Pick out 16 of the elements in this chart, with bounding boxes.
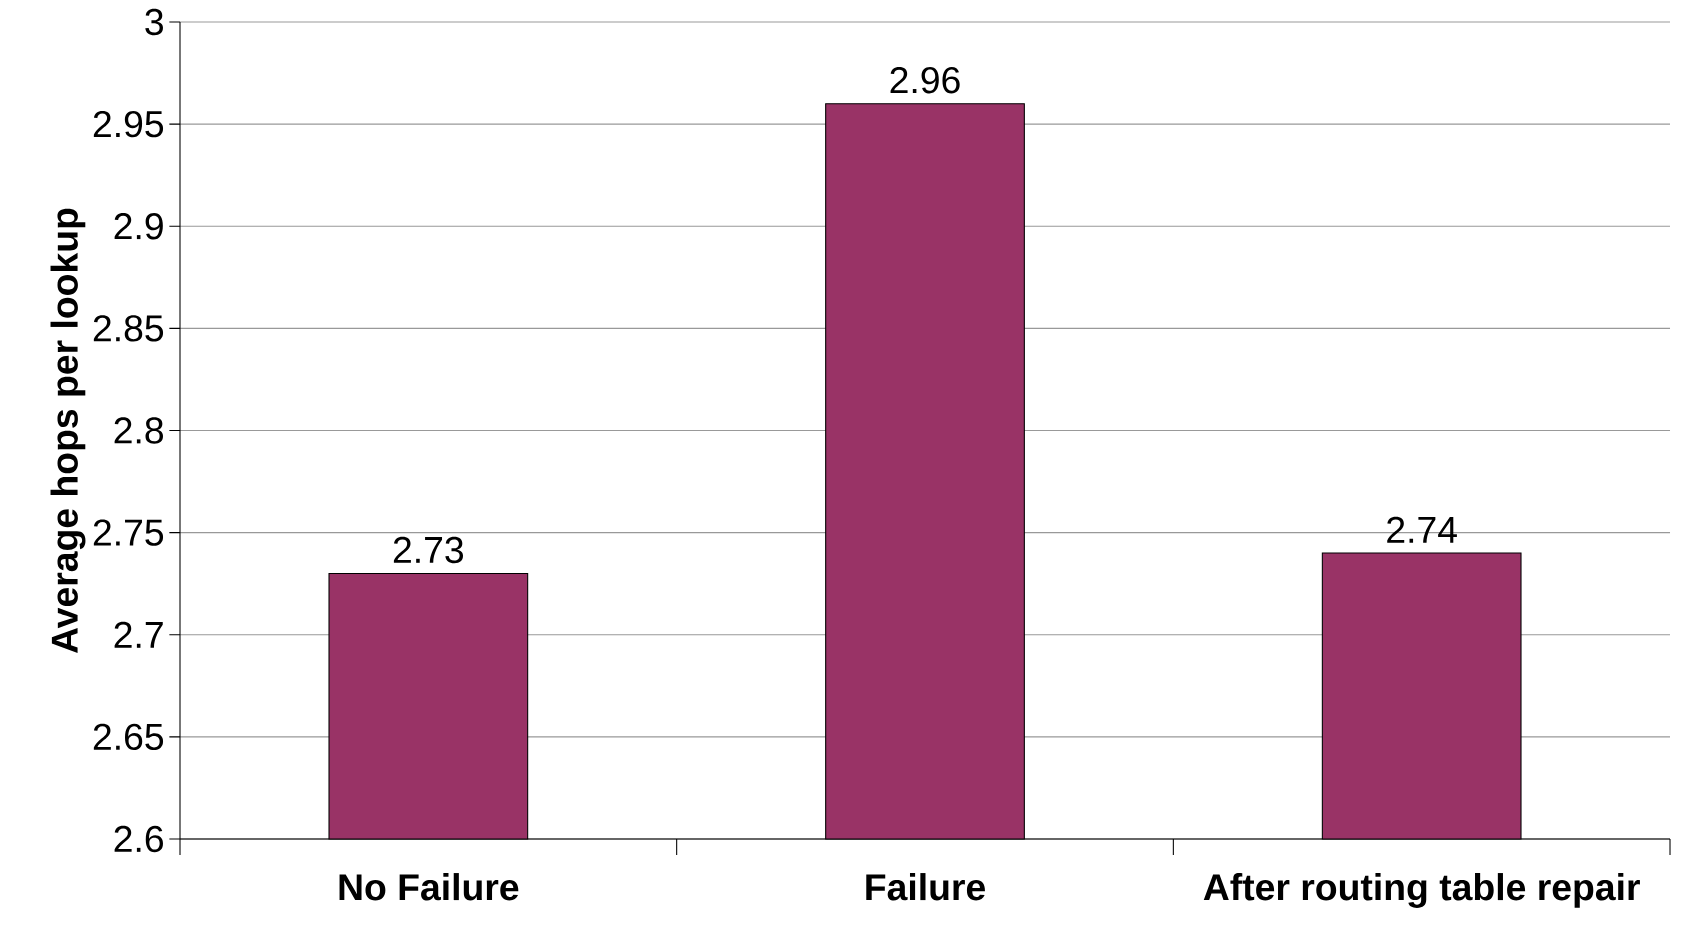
y-tick-label: 2.75 [93,519,164,546]
y-tick-label: 2.8 [114,417,163,444]
data-label: 2.74 [1387,516,1457,543]
y-axis-title: Average hops per lookup [50,208,86,653]
y-tick-label: 2.65 [93,723,164,751]
x-tick-label: Failure [866,873,985,901]
y-tick-label: 2.85 [93,315,164,342]
y-tick-label: 2.9 [114,213,163,240]
x-tick-label: No Failure [339,873,519,901]
data-label: 2.96 [890,66,960,94]
y-tick-label: 2.7 [114,621,163,648]
x-tick-label: After routing table repair [1203,873,1640,908]
y-tick-label: 3 [145,8,163,36]
data-label: 2.73 [393,536,464,564]
y-tick-label: 2.6 [114,825,163,853]
y-tick-label: 2.95 [93,110,164,138]
